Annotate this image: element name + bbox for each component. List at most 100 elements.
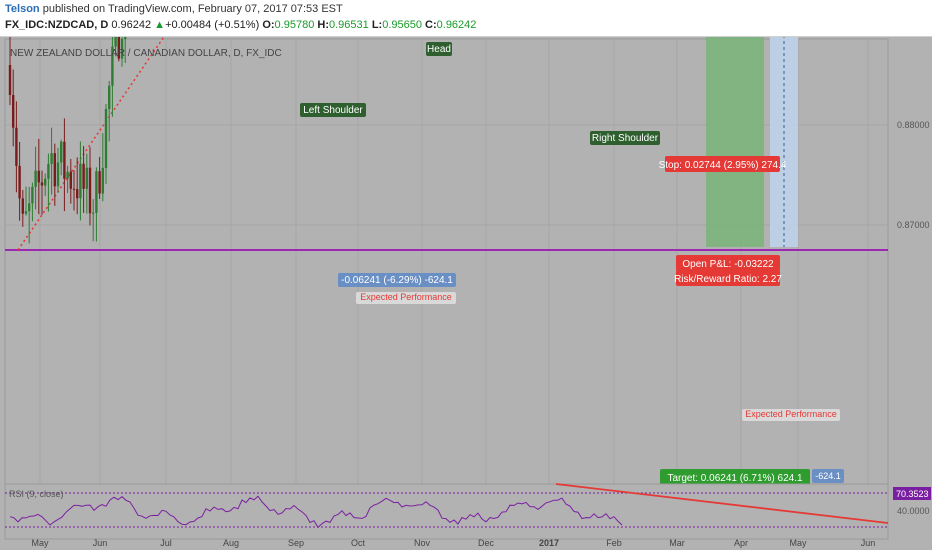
high-value: 0.96531 <box>328 19 369 31</box>
expected-performance-label-2: Expected Performance <box>745 409 837 419</box>
symbol-name: FX_IDC:NZDCAD, D <box>5 19 109 31</box>
stop-label-box <box>665 156 780 172</box>
rsi-value-label: 70.3523 <box>896 489 929 499</box>
open-pnl-label: Open P&L: -0.03222 <box>682 259 774 270</box>
candle-body <box>79 163 82 199</box>
candle-body <box>114 37 117 47</box>
candle-body <box>111 46 114 86</box>
price-change: +0.00484 (+0.51%) <box>165 19 260 31</box>
x-tick-label: Apr <box>734 538 748 548</box>
candle-body <box>66 171 69 179</box>
open-label: O: <box>262 19 275 31</box>
candle-body <box>60 141 63 163</box>
candle-body <box>88 167 92 214</box>
candle-body <box>31 186 34 204</box>
target-suffix-label: -624.1 <box>815 471 841 481</box>
right-shoulder-label: Right Shoulder <box>592 133 659 144</box>
measure-label: -0.06241 (-6.29%) -624.1 <box>341 275 453 286</box>
stop-label: Stop: 0.02744 (2.95%) 274.4 <box>659 160 787 171</box>
horizontal-levels <box>5 249 888 251</box>
expected-performance-label-2-box <box>742 409 840 421</box>
low-label: L: <box>371 19 383 31</box>
change-up-icon: ▲ <box>154 19 166 31</box>
head-label: Head <box>427 44 451 55</box>
candle-body <box>47 163 50 179</box>
measure-label-box <box>338 273 456 287</box>
symbol-line: FX_IDC:NZDCAD, D 0.96242 ▲+0.00484 (+0.5… <box>5 19 476 31</box>
candle-body <box>40 182 44 186</box>
x-tick-label: Jun <box>93 538 108 548</box>
x-tick-label: Oct <box>351 538 366 548</box>
target-zone <box>706 37 764 247</box>
x-tick-label: 2017 <box>539 538 559 548</box>
rsi-pane: RSI (9, close) 70.3523 40.0000 <box>4 483 931 540</box>
candle-body <box>8 65 12 95</box>
chart-title: NEW ZEALAND DOLLAR / CANADIAN DOLLAR, D,… <box>10 48 282 59</box>
x-tick-label: Jul <box>160 538 172 548</box>
y-tick-label: 0.87000 <box>897 220 930 230</box>
candle-body <box>53 153 56 187</box>
x-tick-label: Mar <box>669 538 685 548</box>
candle-body <box>21 198 24 214</box>
candle-body <box>117 37 120 59</box>
publish-header: Telson published on TradingView.com, Feb… <box>0 0 932 37</box>
x-tick-label: Nov <box>414 538 431 548</box>
candle-body <box>15 127 18 166</box>
x-tick-label: May <box>31 538 49 548</box>
x-tick-label: Sep <box>288 538 304 548</box>
candle-body <box>104 109 108 168</box>
rsi-tick-label: 40.0000 <box>897 506 930 516</box>
candle-body <box>44 178 47 186</box>
candle-body <box>18 165 21 199</box>
rsi-line <box>9 495 623 529</box>
candlesticks <box>8 37 127 244</box>
candle-body <box>120 38 124 59</box>
candle-body <box>76 189 79 199</box>
x-tick-label: Dec <box>478 538 495 548</box>
risk-reward-label-box <box>676 270 780 286</box>
x-tick-label: May <box>789 538 807 548</box>
open-pnl-label-box <box>676 255 780 271</box>
candle-body <box>56 162 60 187</box>
publish-line: Telson published on TradingView.com, Feb… <box>5 3 343 15</box>
candle-body <box>85 167 88 189</box>
high-label: H: <box>317 19 329 31</box>
candle-body <box>98 171 101 194</box>
rsi-divergence-line <box>555 483 889 524</box>
x-tick-label: Jun <box>861 538 876 548</box>
left-shoulder-label-box <box>300 103 366 117</box>
right-shoulder-label-box <box>590 131 660 145</box>
open-value: 0.95780 <box>274 19 315 31</box>
price-axis[interactable]: 0.980000.970000.950000.940000.920000.910… <box>893 37 931 230</box>
candle-body <box>24 211 28 214</box>
x-tick-label: Aug <box>223 538 239 548</box>
y-tick-label: 0.88000 <box>897 120 930 130</box>
candle-body <box>101 167 104 194</box>
close-label: C: <box>425 19 437 31</box>
time-axis[interactable]: May Jun Jul Aug Sep Oct Nov Dec 2017 Feb Mar Apr May… <box>31 538 875 548</box>
rsi-frame <box>4 483 889 540</box>
head-label-box <box>426 42 452 56</box>
x-tick-label: Feb <box>606 538 622 548</box>
expected-performance-label-1: Expected Performance <box>360 292 452 302</box>
published-text: published on TradingView.com, February 0… <box>42 3 343 15</box>
candle-body <box>82 163 85 189</box>
candle-body <box>108 85 111 110</box>
candle-body <box>34 170 37 187</box>
candle-body <box>92 212 95 214</box>
risk-reward-label: Risk/Reward Ratio: 2.27 <box>674 274 782 285</box>
rsi-label: RSI (9, close) <box>9 489 64 499</box>
expected-performance-label-1-box <box>356 292 456 304</box>
target-suffix-label-box <box>812 469 844 483</box>
candle-body <box>28 203 31 212</box>
rsi-value-box <box>893 487 931 500</box>
author-link[interactable]: Telson <box>5 3 40 15</box>
candle-body <box>72 188 76 190</box>
annotations: Left Shoulder Head Right Shoulder Stop: 0.0… <box>300 42 844 485</box>
price-chart[interactable]: Left Shoulder Head Right Shoulder Stop: 0.0… <box>0 37 932 550</box>
last-price: 0.96242 <box>111 19 152 31</box>
target-label-box <box>660 469 810 485</box>
candle-body <box>69 171 72 189</box>
candle-body <box>63 141 66 179</box>
